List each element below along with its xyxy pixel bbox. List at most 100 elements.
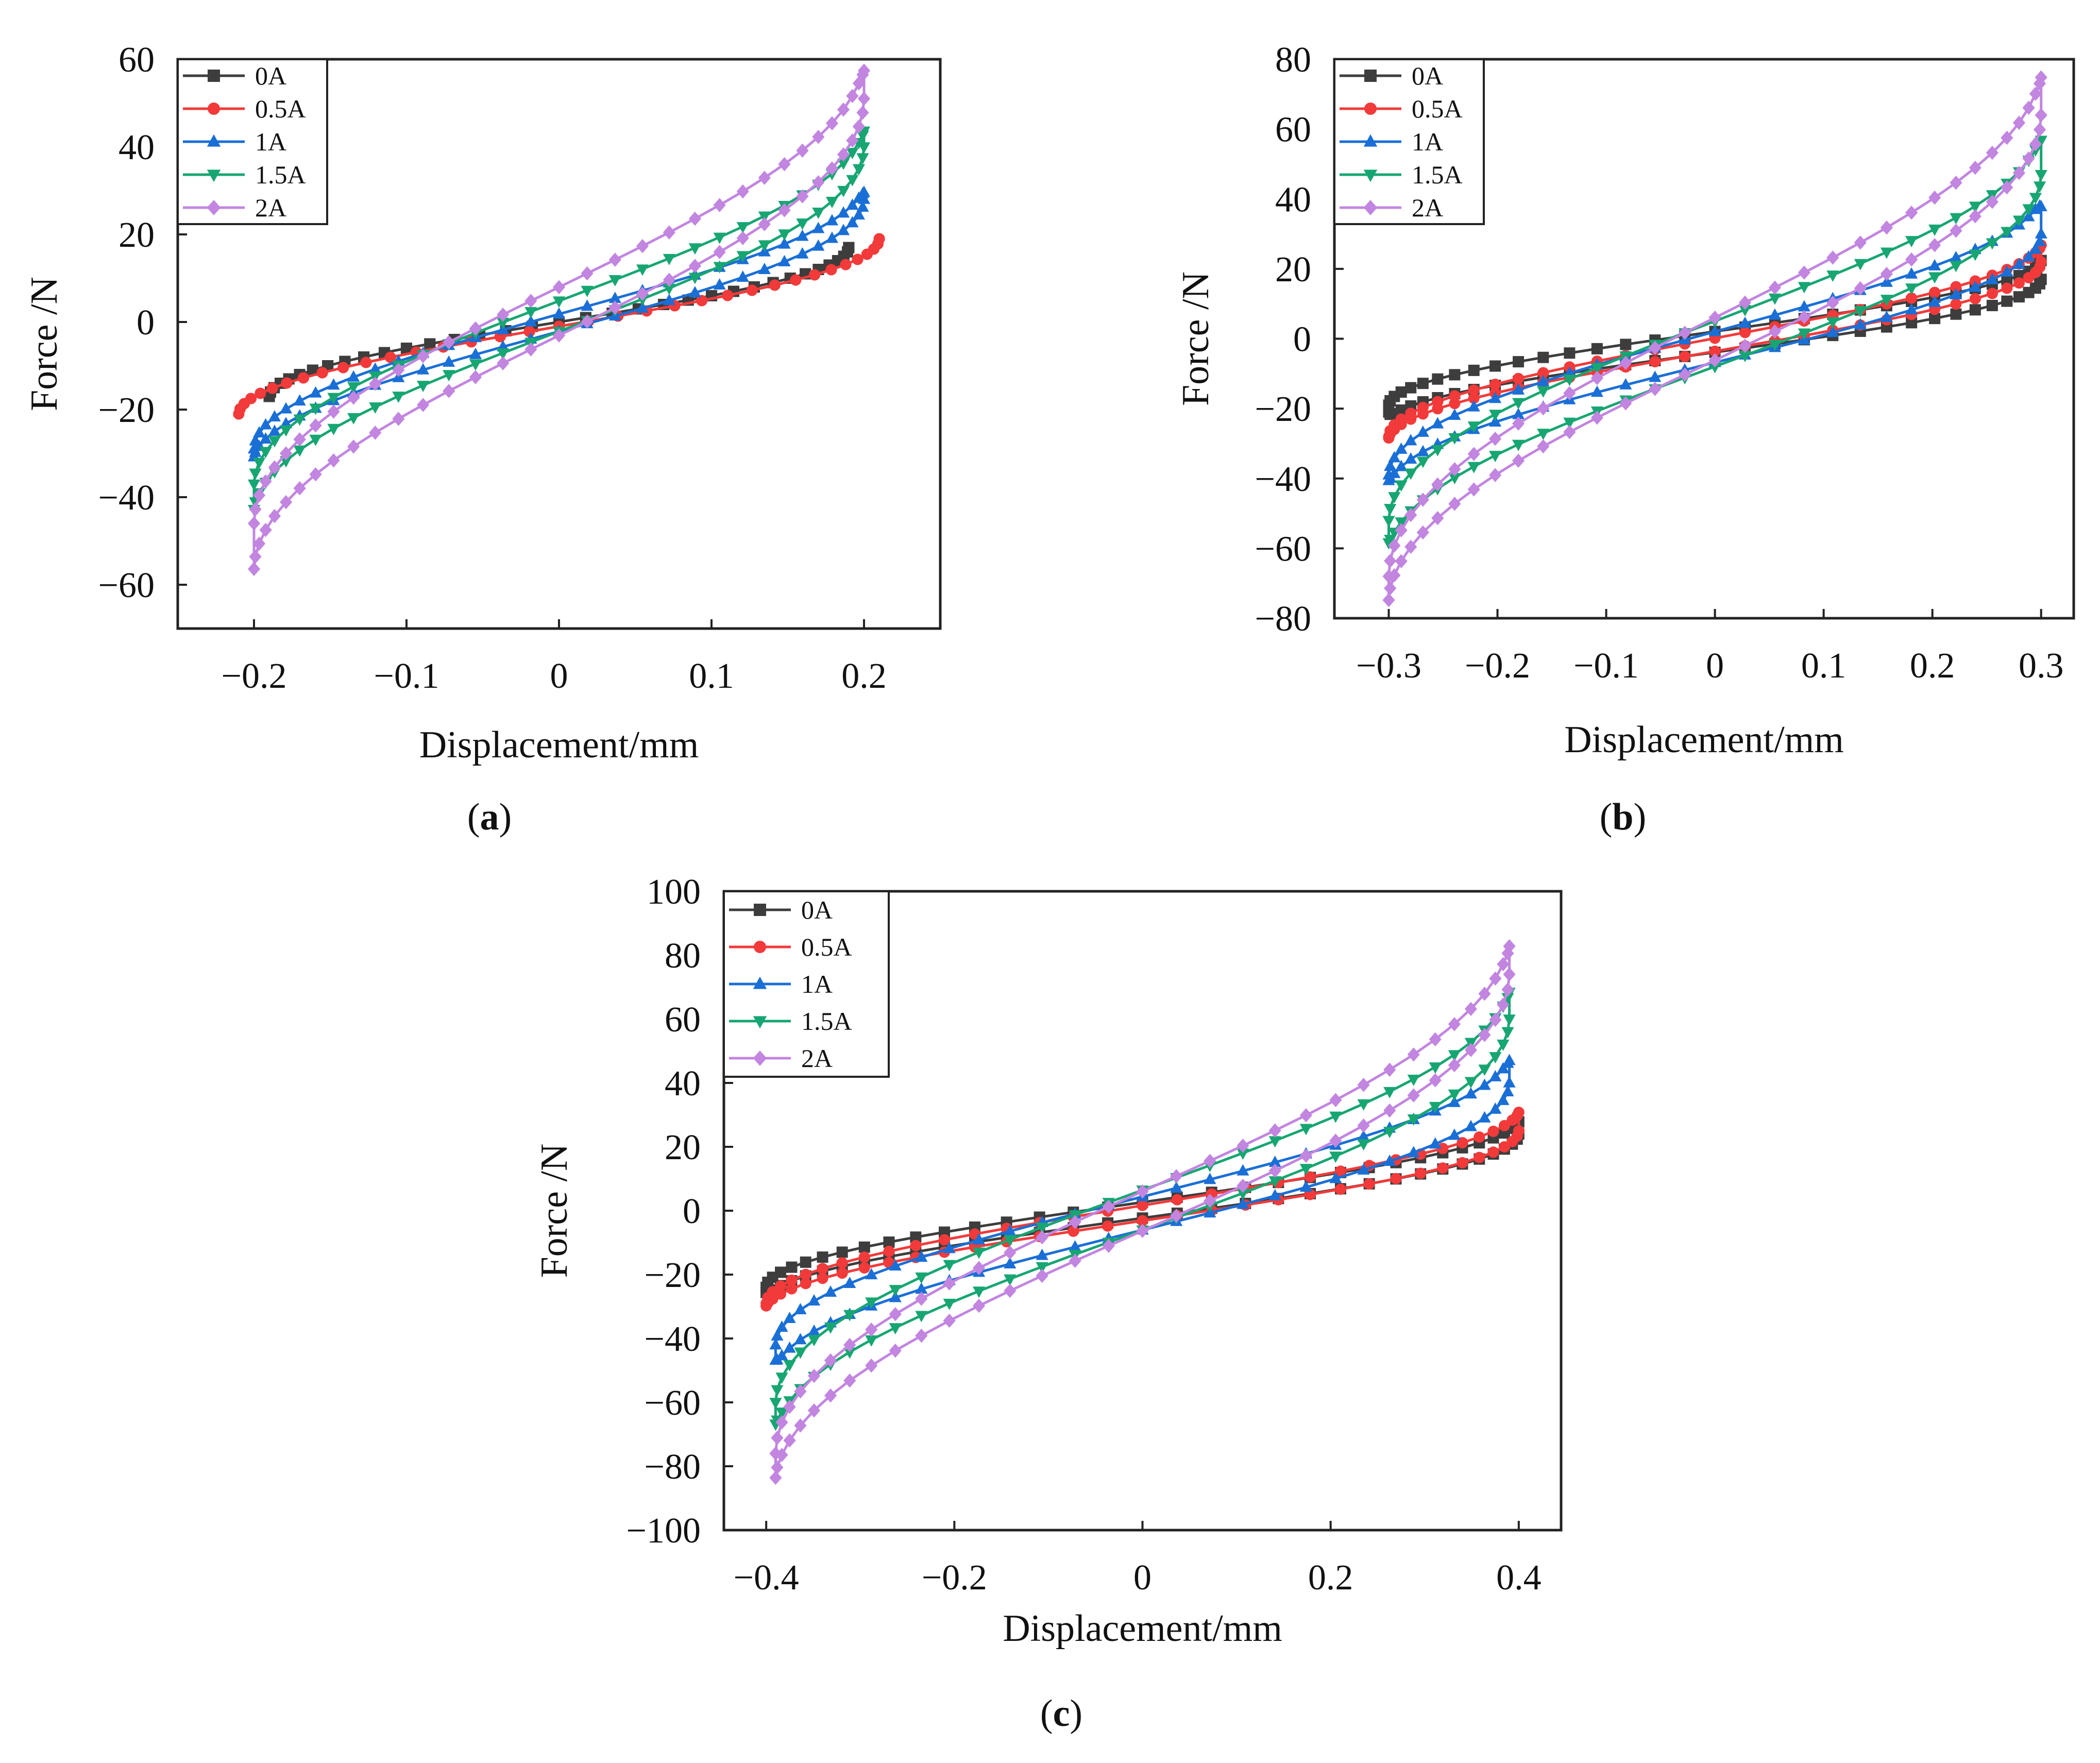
point-1.5A	[1826, 270, 1839, 282]
point-0.5A	[1537, 367, 1549, 379]
point-1.5A	[1448, 433, 1461, 445]
point-2A	[268, 508, 281, 523]
point-1.5A	[1950, 261, 1962, 273]
point-1.5A	[857, 142, 871, 154]
point-2A	[846, 133, 859, 148]
point-2A	[1069, 1253, 1081, 1268]
point-2A	[1590, 371, 1604, 385]
point-1A	[1478, 1111, 1491, 1123]
point-2A	[1404, 507, 1417, 522]
point-2A	[778, 203, 791, 217]
point-2A	[247, 562, 261, 577]
point-1A	[1395, 442, 1408, 454]
point-1A	[807, 1294, 821, 1306]
point-2A	[796, 189, 809, 204]
point-2A	[1950, 223, 1962, 238]
point-2A	[1448, 1058, 1461, 1073]
point-2A	[783, 1400, 796, 1414]
point-1.5A	[1329, 1111, 1342, 1123]
point-1.5A	[1905, 236, 1918, 248]
y-tick-label: −40	[98, 478, 155, 518]
point-2A	[865, 1322, 878, 1337]
x-tick-label: −0.2	[922, 1558, 987, 1598]
point-0.5A	[1390, 1173, 1402, 1184]
legend-label-1A: 1A	[801, 970, 833, 998]
point-1A	[1204, 1173, 1216, 1184]
point-1.5A	[1537, 386, 1550, 398]
y-tick-label: 60	[665, 1000, 701, 1040]
point-0A	[858, 1241, 870, 1253]
point-1.5A	[775, 1408, 788, 1419]
point-2A	[846, 89, 859, 104]
point-1A	[824, 1285, 837, 1297]
point-2A	[1429, 1073, 1442, 1088]
point-2A	[1170, 1169, 1183, 1183]
point-1A	[1170, 1181, 1183, 1193]
point-0.5A	[337, 362, 349, 374]
point-1.5A	[327, 423, 340, 435]
point-0.5A	[786, 1274, 798, 1286]
point-2A	[1708, 353, 1721, 367]
point-1.5A	[1489, 1052, 1502, 1064]
point-1.5A	[1501, 1027, 1514, 1039]
point-0.5A	[1906, 292, 1918, 304]
point-1.5A	[1382, 516, 1395, 528]
point-0.5A	[1487, 1146, 1499, 1158]
point-2A	[1503, 967, 1516, 981]
point-1.5A	[608, 275, 621, 287]
point-0A	[1449, 369, 1461, 381]
point-1A	[2001, 265, 2013, 277]
point-1.5A	[1416, 456, 1429, 468]
point-2A	[1489, 1012, 1502, 1027]
point-1.5A	[1854, 259, 1867, 270]
point-2A	[1431, 477, 1444, 492]
point-1A	[1388, 451, 1401, 463]
legend-marker-0A	[1364, 70, 1377, 82]
x-tick-label: −0.2	[1465, 646, 1530, 686]
point-1A	[608, 292, 621, 303]
point-2A	[1268, 1123, 1281, 1138]
point-0.5A	[790, 274, 802, 286]
point-2A	[794, 1384, 807, 1399]
point-2A	[1416, 525, 1429, 540]
point-2A	[1407, 1088, 1420, 1103]
point-0.5A	[883, 1245, 895, 1257]
point-2A	[1383, 1062, 1396, 1077]
point-0.5A	[1739, 327, 1751, 338]
legend-marker-2A	[1363, 200, 1378, 215]
point-2A	[252, 488, 266, 503]
point-1.5A	[293, 445, 306, 457]
point-0.5A	[817, 1273, 828, 1284]
point-1.5A	[1768, 293, 1782, 305]
point-0.5A	[255, 387, 266, 399]
point-1A	[713, 278, 726, 290]
point-1.5A	[775, 1372, 788, 1384]
point-1.5A	[1537, 429, 1550, 440]
point-0.5A	[800, 1278, 811, 1290]
point-1.5A	[825, 196, 839, 208]
point-1.5A	[247, 479, 261, 491]
point-0A	[1417, 378, 1429, 389]
point-1A	[796, 229, 809, 241]
point-2A	[775, 1448, 788, 1462]
point-2A	[1069, 1215, 1081, 1229]
point-2A	[2035, 108, 2047, 123]
point-1A	[1880, 275, 1893, 287]
point-1A	[1969, 280, 1982, 292]
point-1.5A	[552, 296, 566, 308]
point-1A	[1382, 473, 1395, 485]
point-1A	[2035, 199, 2047, 211]
point-1A	[1649, 370, 1662, 382]
point-1.5A	[1738, 305, 1752, 317]
point-1.5A	[915, 1311, 928, 1323]
point-2A	[369, 377, 382, 391]
point-1.5A	[259, 447, 272, 459]
point-2A	[1004, 1283, 1017, 1298]
point-0.5A	[2013, 277, 2025, 289]
point-1.5A	[1768, 340, 1782, 351]
point-0.5A	[1487, 1125, 1499, 1137]
point-2A	[417, 398, 430, 412]
point-2A	[736, 231, 749, 245]
point-2A	[1395, 554, 1408, 568]
point-0.5A	[1969, 293, 1981, 304]
